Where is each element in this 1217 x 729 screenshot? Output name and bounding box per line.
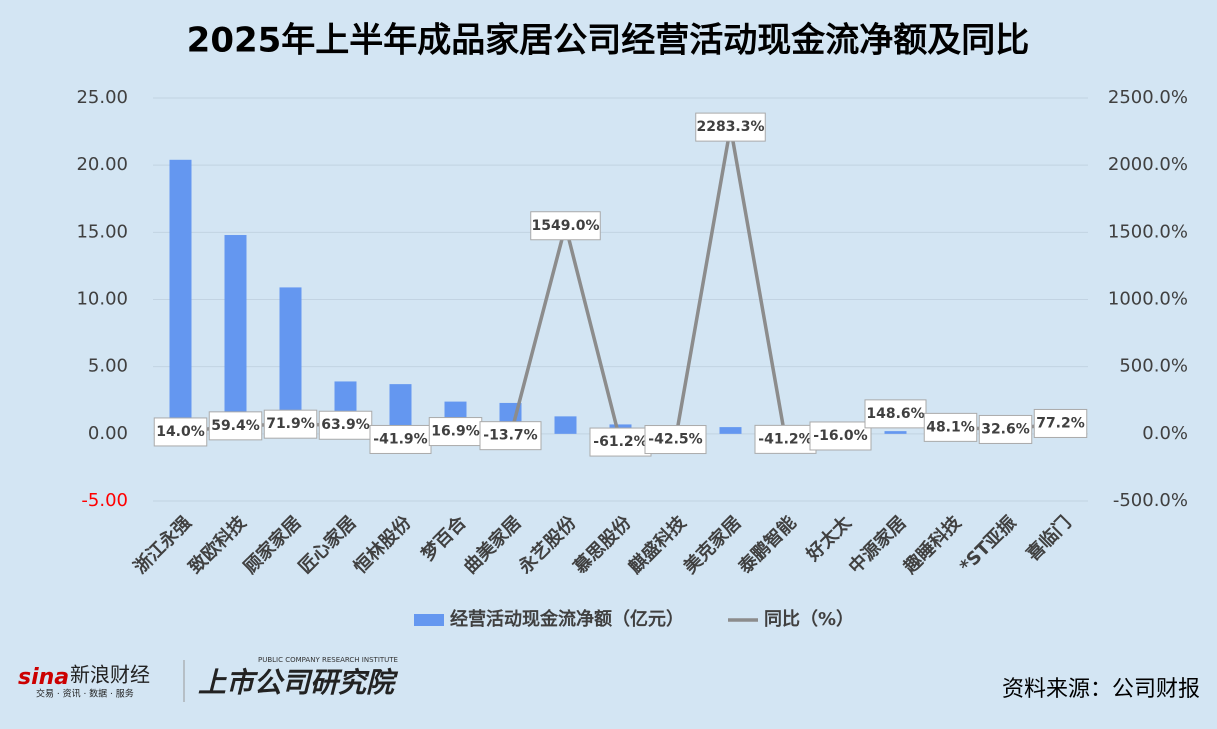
bar (224, 235, 247, 434)
y-tick-label: 20.00 (76, 154, 128, 175)
data-label: -61.2% (593, 434, 647, 450)
bar (279, 287, 302, 434)
data-label: 71.9% (266, 416, 315, 432)
bar (719, 427, 742, 434)
y2-tick-label: 500.0% (1119, 356, 1188, 377)
data-label: 1549.0% (531, 218, 599, 234)
data-label: 77.2% (1036, 415, 1085, 431)
chart-title: 2025年上半年成品家居公司经营活动现金流净额及同比 (187, 21, 1030, 61)
y-tick-label: -5.00 (81, 490, 128, 511)
data-label-box (369, 424, 432, 454)
data-label-box (318, 410, 373, 440)
data-label: 32.6% (981, 421, 1030, 437)
data-label: -13.7% (483, 428, 537, 444)
data-label: -42.5% (648, 432, 702, 448)
bar (884, 431, 907, 434)
y2-tick-label: 0.0% (1142, 423, 1188, 444)
data-label-box (428, 417, 483, 447)
data-label: -41.9% (373, 431, 427, 447)
legend-swatch (414, 614, 444, 626)
data-label-box (754, 424, 817, 454)
data-label-box (530, 211, 601, 241)
legend-label: 同比（%） (764, 609, 854, 630)
y2-tick-label: 1000.0% (1108, 289, 1188, 310)
data-label-box (695, 112, 766, 142)
y-tick-label: 10.00 (76, 289, 128, 310)
bar (554, 416, 577, 434)
data-label-box (864, 399, 927, 429)
data-label: 148.6% (866, 406, 924, 422)
y2-tick-label: 2000.0% (1108, 154, 1188, 175)
brand: 新浪财经 (70, 663, 150, 687)
y2-tick-label: 1500.0% (1108, 221, 1188, 242)
y-tick-label: 0.00 (88, 423, 128, 444)
legend-label: 经营活动现金流净额（亿元） (450, 608, 684, 630)
data-label-box (263, 409, 318, 439)
y-tick-label: 15.00 (76, 221, 128, 242)
y2-tick-label: -500.0% (1113, 490, 1188, 511)
data-label-box (644, 425, 707, 455)
data-label-box (978, 414, 1033, 444)
data-label: -41.2% (758, 431, 812, 447)
data-label-box (923, 412, 978, 442)
data-label: -16.0% (813, 428, 867, 444)
y-tick-label: 25.00 (76, 87, 128, 108)
brand-sub: 交易 · 资讯 · 数据 · 服务 (36, 688, 134, 700)
data-label-box (208, 411, 263, 441)
data-label: 16.9% (431, 424, 480, 440)
data-label-box (153, 417, 208, 447)
data-label: 2283.3% (696, 119, 764, 135)
institute-en: PUBLIC COMPANY RESEARCH INSTITUTE (258, 656, 398, 664)
y2-tick-label: 2500.0% (1108, 87, 1188, 108)
y-tick-label: 5.00 (88, 356, 128, 377)
source: 资料来源：公司财报 (1002, 677, 1200, 702)
data-label-box (809, 421, 872, 451)
institute: 上市公司研究院 (198, 666, 399, 699)
data-label: 48.1% (926, 419, 975, 435)
brand-logo: sina (18, 665, 69, 690)
bar (389, 384, 412, 434)
data-label: 14.0% (156, 424, 205, 440)
data-label-box (1033, 408, 1088, 438)
data-label: 59.4% (211, 418, 260, 434)
bar (169, 159, 192, 434)
data-label-box (479, 421, 542, 451)
data-label: 63.9% (321, 417, 370, 433)
